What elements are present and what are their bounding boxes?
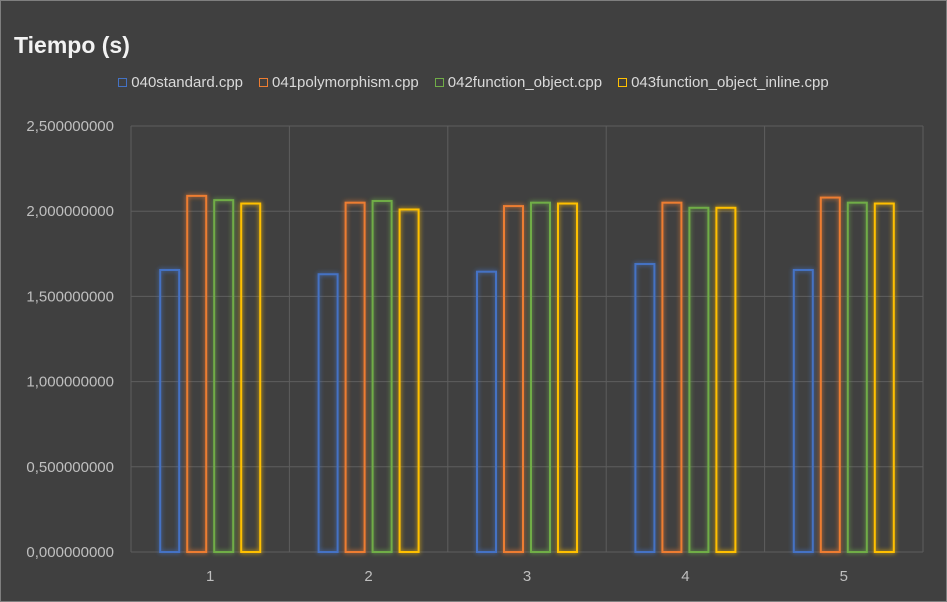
chart-legend: 040standard.cpp 041polymorphism.cpp 042fun… [0,74,947,91]
legend-swatch [618,78,628,87]
chart-title: Tiempo (s) [14,32,130,58]
x-tick-label: 4 [681,568,689,585]
legend-item: 042function_object.cpp [434,74,603,91]
y-tick-label: 2,000000000 [26,203,114,220]
legend-swatch [118,78,128,87]
bar [688,206,710,554]
bar [530,201,551,553]
bar [213,199,235,553]
y-tick-label: 1,000000000 [26,374,114,391]
y-tick-label: 0,500000000 [26,459,114,476]
legend-item: 041polymorphism.cpp [259,74,419,91]
bar [186,194,208,553]
bar [557,202,578,553]
legend-label: 042function_object.cpp [447,74,603,91]
bar [792,268,814,553]
bar [715,206,737,554]
bar [159,268,181,553]
bar [476,270,497,553]
legend-swatch [434,78,444,87]
y-tick-label: 1,500000000 [26,288,114,305]
legend-label: 043function_object_inline.cpp [631,74,829,91]
bar [846,201,868,553]
y-tick-label: 2,500000000 [26,118,114,135]
bar [371,199,393,553]
y-tick-label: 0,000000000 [26,544,114,561]
bar [873,202,895,553]
legend-item: 040standard.cpp [118,74,243,91]
bar [819,196,841,553]
legend-label: 041polymorphism.cpp [272,74,419,91]
bar [240,202,262,553]
x-tick-label: 3 [523,568,531,585]
x-tick-label: 5 [840,568,848,585]
x-tick-label: 2 [364,568,372,585]
bar [634,263,656,553]
bar [503,205,524,553]
legend-label: 040standard.cpp [131,74,244,91]
legend-swatch [259,78,269,87]
x-tick-label: 1 [206,568,214,585]
bar [317,273,339,553]
bar [398,208,420,553]
bar [344,201,366,553]
legend-item: 043function_object_inline.cpp [618,74,829,91]
bar [661,201,683,553]
